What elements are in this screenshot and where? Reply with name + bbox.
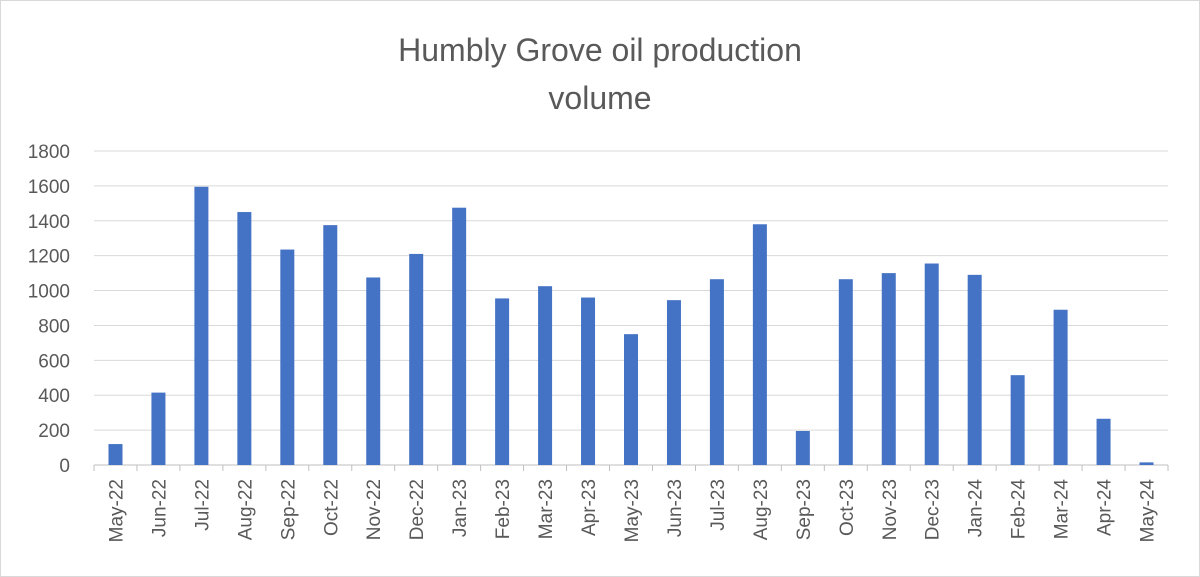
- bar-dec-23: [924, 263, 939, 465]
- bar-aug-22: [237, 212, 252, 465]
- x-axis-ticks: May-22 Jun-22 Jul-22 Aug-22 Sep-22 Oct-22 Nov-…: [106, 479, 1158, 543]
- x-tick-label: Aug-22: [235, 479, 256, 540]
- bar-may-22: [108, 444, 123, 465]
- x-tick-label: May-24: [1138, 479, 1159, 543]
- bar-dec-22: [409, 253, 424, 465]
- y-tick-label: 400: [38, 386, 70, 407]
- y-axis-ticks: 0 200 400 600 800 1000 1200 1400 1600 1800: [28, 142, 70, 477]
- x-tick-label: Oct-23: [837, 479, 858, 536]
- x-tick-label: Feb-23: [493, 479, 514, 539]
- y-tick-label: 1600: [28, 177, 70, 198]
- x-tick-label: Sep-23: [794, 479, 815, 540]
- bars: [108, 186, 1154, 465]
- bar-feb-24: [1010, 375, 1025, 465]
- x-tick-label: Mar-24: [1052, 479, 1073, 540]
- bar-nov-22: [366, 277, 381, 465]
- bar-aug-23: [752, 224, 767, 465]
- bar-jul-22: [194, 186, 209, 465]
- chart-title: Humbly Grove oil production volume: [0, 26, 1200, 122]
- x-tick-label: Jul-22: [192, 479, 213, 531]
- x-tick-label: Dec-22: [407, 479, 428, 540]
- x-tick-label: Jun-22: [149, 479, 170, 537]
- bar-sep-23: [795, 430, 810, 465]
- y-tick-label: 600: [38, 351, 70, 372]
- bar-mar-23: [538, 286, 553, 465]
- y-tick-label: 200: [38, 421, 70, 442]
- bar-jul-23: [709, 279, 724, 465]
- x-tick-label: Nov-23: [880, 479, 901, 540]
- bar-apr-23: [581, 297, 596, 465]
- bar-feb-23: [495, 298, 510, 465]
- x-tick-label: Jan-23: [450, 479, 471, 537]
- bar-apr-24: [1096, 418, 1111, 465]
- x-tick-label: May-23: [622, 479, 643, 542]
- bar-oct-22: [323, 225, 338, 465]
- x-tick-label: Mar-23: [536, 479, 557, 539]
- x-tick-label: Jan-24: [966, 479, 987, 538]
- chart-title-line-1: Humbly Grove oil production: [398, 32, 802, 68]
- x-tick-label: Sep-22: [278, 479, 299, 540]
- y-tick-label: 1200: [28, 247, 70, 268]
- bar-oct-23: [838, 279, 853, 465]
- chart-title-line-2: volume: [548, 80, 652, 116]
- bar-nov-23: [881, 273, 896, 465]
- bar-jan-23: [452, 207, 467, 465]
- bar-may-24: [1139, 462, 1154, 465]
- bar-jan-24: [967, 274, 982, 465]
- bar-may-23: [624, 334, 638, 465]
- bar-jun-22: [151, 392, 166, 465]
- bar-mar-24: [1053, 309, 1068, 465]
- y-tick-label: 800: [38, 316, 70, 337]
- x-tick-label: Apr-24: [1095, 479, 1116, 536]
- x-tick-label: Oct-22: [321, 479, 342, 536]
- y-tick-label: 1400: [28, 212, 70, 233]
- x-tick-label: Dec-23: [923, 479, 944, 540]
- x-tick-label: Feb-24: [1009, 479, 1030, 540]
- x-tick-label: Jul-23: [708, 479, 729, 531]
- bar-sep-22: [280, 249, 295, 465]
- x-tick-label: Apr-23: [579, 479, 600, 536]
- y-tick-label: 0: [59, 456, 70, 477]
- y-tick-label: 1000: [28, 282, 70, 303]
- x-tick-label: Jun-23: [665, 479, 686, 537]
- bar-jun-23: [666, 300, 681, 465]
- x-tick-label: Aug-23: [751, 479, 772, 540]
- y-tick-label: 1800: [28, 142, 70, 163]
- x-tick-label: Nov-22: [364, 479, 385, 540]
- x-tick-label: May-22: [106, 479, 127, 542]
